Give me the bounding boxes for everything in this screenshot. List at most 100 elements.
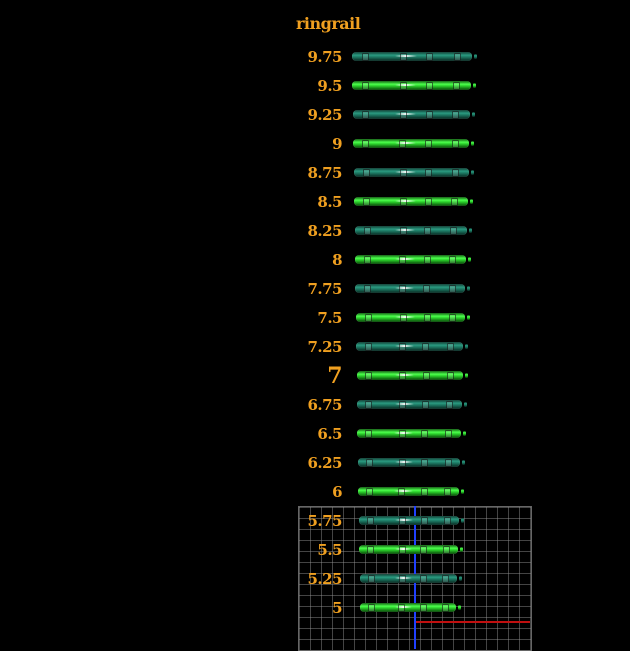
ring-rail-bar[interactable] (352, 52, 477, 61)
size-row[interactable]: 8.75 (0, 163, 630, 183)
ring-rail-bar[interactable] (360, 603, 461, 612)
grid-x-axis (416, 621, 530, 623)
bar-node-icon (362, 53, 369, 61)
bar-node-icon (400, 53, 407, 61)
bar-node-icon (363, 198, 370, 206)
bar-node-icon (447, 372, 454, 380)
size-label: 9.75 (307, 48, 342, 66)
size-row[interactable]: 9 (0, 134, 630, 154)
size-row[interactable]: 5.75 (0, 511, 630, 531)
size-row[interactable]: 9.5 (0, 76, 630, 96)
size-label: 8.5 (317, 193, 342, 211)
bar-node-icon (398, 488, 405, 496)
size-row[interactable]: 6.25 (0, 453, 630, 473)
size-row[interactable]: 9.75 (0, 47, 630, 67)
bar-node-icon (449, 256, 456, 264)
bar-node-icon (365, 314, 372, 322)
size-label: 5 (332, 599, 342, 617)
bar-node-icon (425, 140, 432, 148)
size-label: 8.75 (307, 164, 342, 182)
bar-node-icon (446, 401, 453, 409)
size-row[interactable]: 8 (0, 250, 630, 270)
bar-node-icon (449, 314, 456, 322)
ring-rail-bar[interactable] (352, 81, 476, 90)
size-row[interactable]: 7 (0, 363, 630, 389)
size-row[interactable]: 5.5 (0, 540, 630, 560)
bar-node-icon (444, 517, 451, 525)
bar-node-icon (423, 372, 430, 380)
size-row[interactable]: 9.25 (0, 105, 630, 125)
bar-node-icon (400, 111, 407, 119)
bar-highlight (394, 606, 412, 608)
size-row[interactable]: 7.75 (0, 279, 630, 299)
ring-rail-bar[interactable] (358, 487, 464, 496)
ring-rail-bar[interactable] (357, 371, 468, 380)
bar-node-icon (364, 256, 371, 264)
bar-node-icon (421, 459, 428, 467)
bar-node-icon (453, 82, 460, 90)
bar-node-icon (400, 314, 407, 322)
ring-rail-bar[interactable] (354, 168, 474, 177)
size-row[interactable]: 5 (0, 598, 630, 618)
ring-rail-bar[interactable] (355, 284, 470, 293)
bar-highlight (394, 432, 414, 434)
bar-node-icon (447, 343, 454, 351)
bar-node-icon (399, 430, 406, 438)
size-label: 7.25 (307, 338, 342, 356)
bar-highlight (395, 200, 416, 202)
bar-end-cap (461, 518, 464, 523)
bar-node-icon (400, 198, 407, 206)
ring-rail-bar[interactable] (357, 429, 466, 438)
bar-node-icon (420, 604, 427, 612)
bar-highlight (394, 548, 413, 550)
bar-node-icon (399, 140, 406, 148)
size-row[interactable]: 5.25 (0, 569, 630, 589)
size-label: 9 (332, 135, 342, 153)
size-label: 7 (327, 363, 342, 389)
ring-rail-bar[interactable] (356, 342, 468, 351)
bar-node-icon (426, 111, 433, 119)
size-label: 7.5 (317, 309, 342, 327)
ring-rail-bar[interactable] (355, 255, 471, 264)
size-row[interactable]: 7.25 (0, 337, 630, 357)
size-row[interactable]: 7.5 (0, 308, 630, 328)
ring-rail-bar[interactable] (353, 110, 475, 119)
ring-rail-bar[interactable] (358, 458, 465, 467)
size-row[interactable]: 6.75 (0, 395, 630, 415)
bar-end-cap (468, 257, 471, 262)
bar-end-cap (469, 228, 472, 233)
bar-node-icon (442, 575, 449, 583)
size-row[interactable]: 6 (0, 482, 630, 502)
bar-node-icon (399, 372, 406, 380)
ring-rail-bar[interactable] (359, 516, 464, 525)
ring-rail-bar[interactable] (360, 574, 462, 583)
ring-rail-bar[interactable] (356, 313, 470, 322)
size-label: 8 (332, 251, 342, 269)
size-label: 8.25 (307, 222, 342, 240)
bar-node-icon (398, 604, 405, 612)
size-row[interactable]: 8.25 (0, 221, 630, 241)
bar-highlight (395, 229, 416, 231)
bar-node-icon (445, 430, 452, 438)
bar-node-icon (443, 546, 450, 554)
bar-node-icon (400, 227, 407, 235)
size-label: 9.25 (307, 106, 342, 124)
bar-node-icon (424, 256, 431, 264)
bar-node-icon (399, 285, 406, 293)
bar-node-icon (400, 82, 407, 90)
bar-node-icon (424, 227, 431, 235)
ring-rail-bar[interactable] (353, 139, 474, 148)
bar-node-icon (454, 53, 461, 61)
ring-rail-bar[interactable] (354, 197, 473, 206)
bar-node-icon (362, 140, 369, 148)
bar-highlight (395, 316, 415, 318)
ring-rail-bar[interactable] (357, 400, 467, 409)
ring-rail-bar[interactable] (359, 545, 463, 554)
bar-node-icon (425, 198, 432, 206)
size-label: 5.75 (307, 512, 342, 530)
size-row[interactable]: 8.5 (0, 192, 630, 212)
ring-rail-bar[interactable] (355, 226, 472, 235)
bar-end-cap (472, 112, 475, 117)
bar-node-icon (362, 111, 369, 119)
size-row[interactable]: 6.5 (0, 424, 630, 444)
